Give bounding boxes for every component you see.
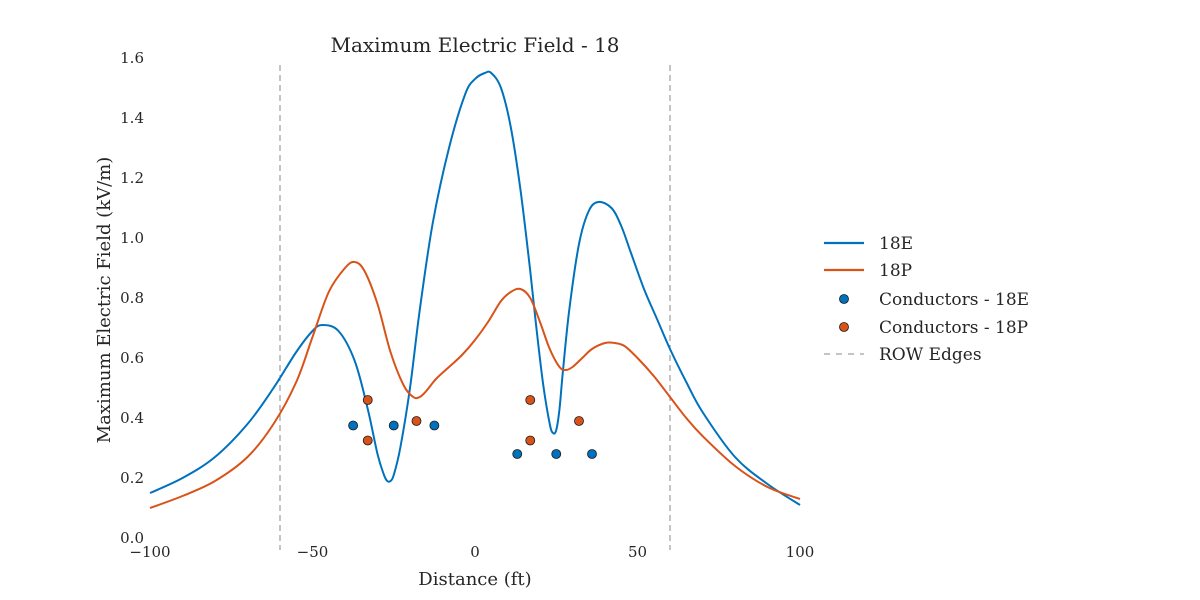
series-line-18e: [149, 70, 801, 506]
legend-label: ROW Edges: [879, 345, 982, 365]
y-tick-label: 1.0: [120, 229, 144, 247]
x-tick-label: 100: [786, 543, 815, 561]
conductor-point-18p: [574, 416, 584, 426]
legend-label: 18P: [879, 261, 912, 281]
y-tick-labels: 0.0 0.2 0.4 0.6 0.8 1.0 1.2 1.4 1.6: [120, 49, 144, 547]
x-tick-labels: −100 −50 0 50 100: [129, 543, 814, 561]
x-tick-label: −50: [297, 543, 329, 561]
plot-area: [149, 65, 801, 550]
x-tick-label: 50: [628, 543, 647, 561]
y-tick-label: 0.8: [120, 289, 144, 307]
legend-marker-swatch: [839, 322, 849, 332]
legend-marker-swatch: [839, 294, 849, 304]
legend-item-18e: 18E: [824, 234, 913, 254]
conductor-point-18p: [362, 435, 373, 446]
conductor-point-18e: [348, 420, 359, 431]
y-tick-label: 1.4: [120, 109, 144, 127]
conductor-point-18e: [551, 449, 562, 459]
y-tick-label: 1.2: [120, 169, 144, 187]
legend-label: Conductors - 18P: [879, 318, 1028, 338]
chart-title: Maximum Electric Field - 18: [330, 33, 619, 57]
legend-item-18p: 18P: [824, 261, 912, 281]
y-tick-label: 0.4: [120, 409, 144, 427]
legend-item-conductors-18e: Conductors - 18E: [839, 290, 1029, 310]
conductor-point-18e: [512, 449, 523, 459]
conductor-point-18e: [388, 420, 399, 431]
y-tick-label: 1.6: [120, 49, 144, 67]
legend-label: 18E: [879, 234, 913, 254]
legend-label: Conductors - 18E: [879, 290, 1029, 310]
conductor-point-18e: [429, 420, 440, 431]
conductor-point-18e: [587, 449, 597, 459]
conductor-point-18p: [525, 435, 536, 446]
x-axis-label: Distance (ft): [418, 569, 531, 590]
legend-item-row-edges: ROW Edges: [824, 345, 982, 365]
y-tick-label: 0.0: [120, 529, 144, 547]
conductor-point-18p: [411, 416, 422, 426]
series-line-18p: [149, 260, 801, 509]
legend: 18E 18P Conductors - 18E Conductors - 18P RO…: [824, 234, 1029, 365]
conductor-point-18p: [362, 395, 373, 405]
legend-item-conductors-18p: Conductors - 18P: [839, 318, 1028, 338]
y-tick-label: 0.6: [120, 349, 144, 367]
y-axis-label: Maximum Electric Field (kV/m): [94, 157, 115, 444]
y-tick-label: 0.2: [120, 469, 144, 487]
conductor-point-18p: [525, 395, 536, 405]
x-tick-label: 0: [470, 543, 480, 561]
x-tick-label: −100: [129, 543, 170, 561]
